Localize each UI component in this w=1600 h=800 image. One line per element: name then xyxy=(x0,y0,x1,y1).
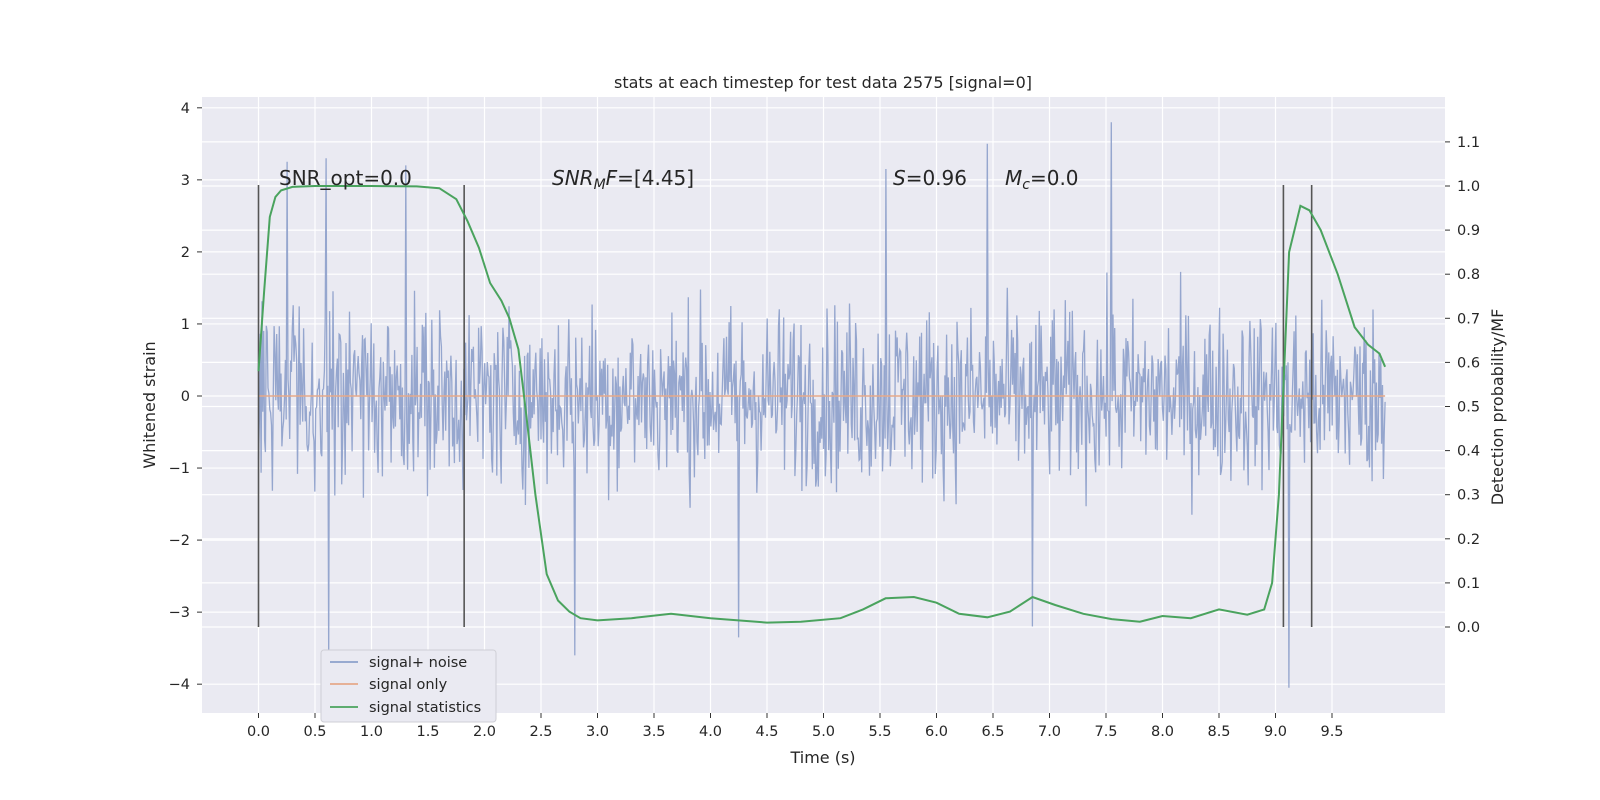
chart-title: stats at each timestep for test data 257… xyxy=(614,73,1032,92)
y-right-tick-label: 0.4 xyxy=(1457,444,1480,460)
s-annotation: S=0.96 xyxy=(893,166,967,190)
snr-opt-annotation: SNR_opt=0.0 xyxy=(279,166,412,190)
x-axis-label: Time (s) xyxy=(789,748,855,767)
x-tick-label: 5.5 xyxy=(868,724,891,740)
y-right-tick-label: 0.3 xyxy=(1457,488,1480,504)
mc-annotation: Mc=0.0 xyxy=(1005,166,1079,193)
x-tick-label: 8.5 xyxy=(1207,724,1230,740)
signal-noise-line xyxy=(257,122,1386,688)
x-tick-label: 0.0 xyxy=(247,724,270,740)
y-right-tick-label: 0.9 xyxy=(1457,223,1480,239)
y-tick-label: −1 xyxy=(169,461,190,477)
legend-label-signal-only: signal only xyxy=(369,677,448,693)
x-tick-label: 9.5 xyxy=(1320,724,1343,740)
y-right-tick-label: 0.8 xyxy=(1457,267,1480,283)
y-right-tick-label: 0.6 xyxy=(1457,355,1480,371)
legend-label-signal-statistics: signal statistics xyxy=(369,700,481,716)
x-tick-label: 4.5 xyxy=(755,724,778,740)
y-axis-label: Whitened strain xyxy=(140,341,159,468)
x-tick-label: 0.5 xyxy=(303,724,326,740)
x-tick-label: 7.5 xyxy=(1094,724,1117,740)
x-tick-label: 2.0 xyxy=(473,724,496,740)
y-right-tick-label: 1.1 xyxy=(1457,135,1480,151)
x-tick-label: 1.5 xyxy=(416,724,439,740)
y-tick-label: −3 xyxy=(169,605,190,621)
y-tick-label: 0 xyxy=(181,389,190,405)
legend-box xyxy=(320,649,497,723)
x-tick-label: 9.0 xyxy=(1264,724,1287,740)
x-tick-label: 1.0 xyxy=(360,724,383,740)
x-tick-label: 6.0 xyxy=(925,724,948,740)
y-tick-label: −2 xyxy=(169,533,190,549)
y-right-tick-label: 0.1 xyxy=(1457,576,1480,592)
x-tick-label: 3.5 xyxy=(642,724,665,740)
x-tick-label: 8.0 xyxy=(1151,724,1174,740)
y-tick-label: 1 xyxy=(181,317,190,333)
y-right-tick-label: 0.5 xyxy=(1457,400,1480,416)
signal-statistics-line xyxy=(257,185,1387,624)
legend: signal+ noise signal only signal statist… xyxy=(320,649,497,723)
y-right-tick-label: 0.2 xyxy=(1457,532,1480,548)
x-tick-label: 7.0 xyxy=(1038,724,1061,740)
y-tick-label: 4 xyxy=(181,101,190,117)
x-tick-label: 6.5 xyxy=(981,724,1004,740)
snr-mf-annotation: SNRMF=[4.45] xyxy=(552,166,694,193)
y-right-tick-label: 0.0 xyxy=(1457,620,1480,636)
legend-label-signal-noise: signal+ noise xyxy=(369,655,467,671)
x-tick-label: 2.5 xyxy=(529,724,552,740)
y-tick-label: 2 xyxy=(181,245,190,261)
vertical-markers xyxy=(257,185,1313,627)
x-tick-label: 4.0 xyxy=(699,724,722,740)
x-tick-label: 5.0 xyxy=(812,724,835,740)
y-tick-label: 3 xyxy=(181,173,190,189)
x-tick-label: 3.0 xyxy=(586,724,609,740)
y-axis-left: 4 3 2 1 0 −1 −2 −3 −4 xyxy=(169,101,202,693)
x-axis: 0.0 0.5 1.0 1.5 2.0 2.5 3.0 3.5 4.0 4.5 5.0 5.5 6.0 6… xyxy=(247,713,1344,740)
signal-noise-series xyxy=(257,122,1386,688)
y-tick-label: −4 xyxy=(169,677,190,693)
y-right-tick-label: 0.7 xyxy=(1457,311,1480,327)
y-axis-right: 1.1 1.0 0.9 0.8 0.7 0.6 0.5 0.4 0.3 0.2 0.1 0.0 xyxy=(1445,135,1480,636)
y-axis-label-right: Detection probability/MF xyxy=(1488,309,1507,506)
y-right-tick-label: 1.0 xyxy=(1457,179,1480,195)
